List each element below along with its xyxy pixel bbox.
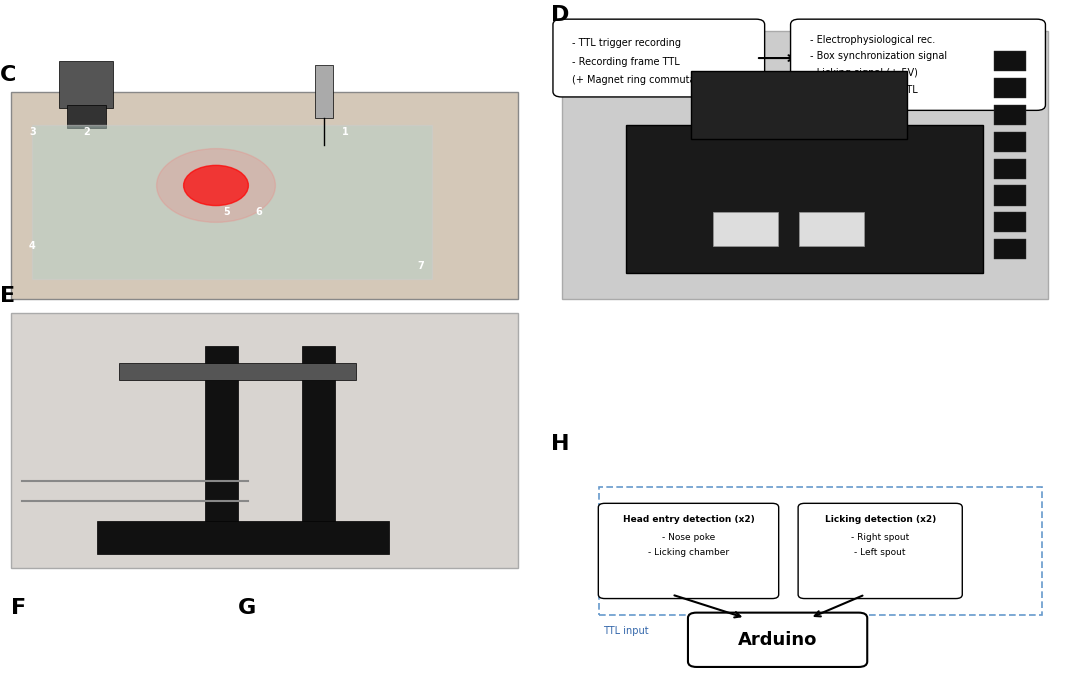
Bar [97, 521, 389, 554]
Text: - TTL trigger recording: - TTL trigger recording [572, 38, 681, 48]
Text: - Recording frame TTL: - Recording frame TTL [572, 57, 680, 67]
FancyBboxPatch shape [553, 19, 765, 97]
Text: Head entry detection (x2): Head entry detection (x2) [623, 516, 754, 524]
FancyBboxPatch shape [791, 19, 1045, 110]
Text: (+ Magnet ring commutator): (+ Magnet ring commutator) [572, 76, 714, 86]
Bar [315, 65, 333, 118]
Text: F: F [11, 598, 26, 618]
Text: 6: 6 [256, 207, 262, 217]
Bar [994, 132, 1026, 152]
Text: 7: 7 [418, 261, 424, 271]
Text: - Box synchronization signal: - Box synchronization signal [810, 51, 947, 61]
Bar [119, 363, 356, 380]
Bar [626, 125, 983, 273]
Text: - Miniscope frame TTL: - Miniscope frame TTL [810, 85, 918, 95]
Circle shape [157, 148, 275, 222]
Text: Arduino: Arduino [738, 631, 818, 649]
Bar [691, 72, 907, 138]
Bar [994, 239, 1026, 259]
Text: 3: 3 [29, 127, 36, 137]
Bar [994, 159, 1026, 179]
Text: Licking detection (x2): Licking detection (x2) [824, 516, 936, 524]
Bar [994, 51, 1026, 72]
FancyBboxPatch shape [688, 613, 867, 667]
Text: 2: 2 [83, 127, 90, 137]
Text: H: H [551, 434, 569, 454]
Text: D: D [551, 5, 569, 24]
Bar [302, 346, 335, 521]
Bar [59, 61, 113, 109]
Circle shape [184, 165, 248, 206]
Text: - Nose poke: - Nose poke [662, 533, 715, 542]
FancyBboxPatch shape [598, 504, 779, 599]
Text: 5: 5 [224, 207, 230, 217]
Text: TTL input: TTL input [603, 626, 648, 637]
Text: G: G [238, 598, 256, 618]
Bar [11, 313, 518, 568]
FancyBboxPatch shape [798, 504, 962, 599]
Bar [994, 186, 1026, 206]
Bar [205, 346, 238, 521]
Bar [994, 78, 1026, 99]
Bar [713, 213, 778, 246]
Text: - Licking signal (± 5V): - Licking signal (± 5V) [810, 68, 918, 78]
Text: - Left spout: - Left spout [854, 547, 906, 557]
FancyBboxPatch shape [11, 92, 518, 300]
Text: 4: 4 [29, 241, 36, 251]
Bar [994, 213, 1026, 232]
Text: - Licking chamber: - Licking chamber [648, 547, 729, 557]
Text: - Electrophysiological rec.: - Electrophysiological rec. [810, 34, 935, 45]
Bar [562, 31, 1048, 300]
Text: C: C [0, 65, 16, 85]
Bar [67, 105, 106, 128]
Bar [994, 105, 1026, 125]
Text: 1: 1 [342, 127, 349, 137]
Bar [32, 125, 432, 279]
Text: - Right spout: - Right spout [851, 533, 909, 542]
Text: E: E [0, 286, 15, 306]
Bar [799, 213, 864, 246]
